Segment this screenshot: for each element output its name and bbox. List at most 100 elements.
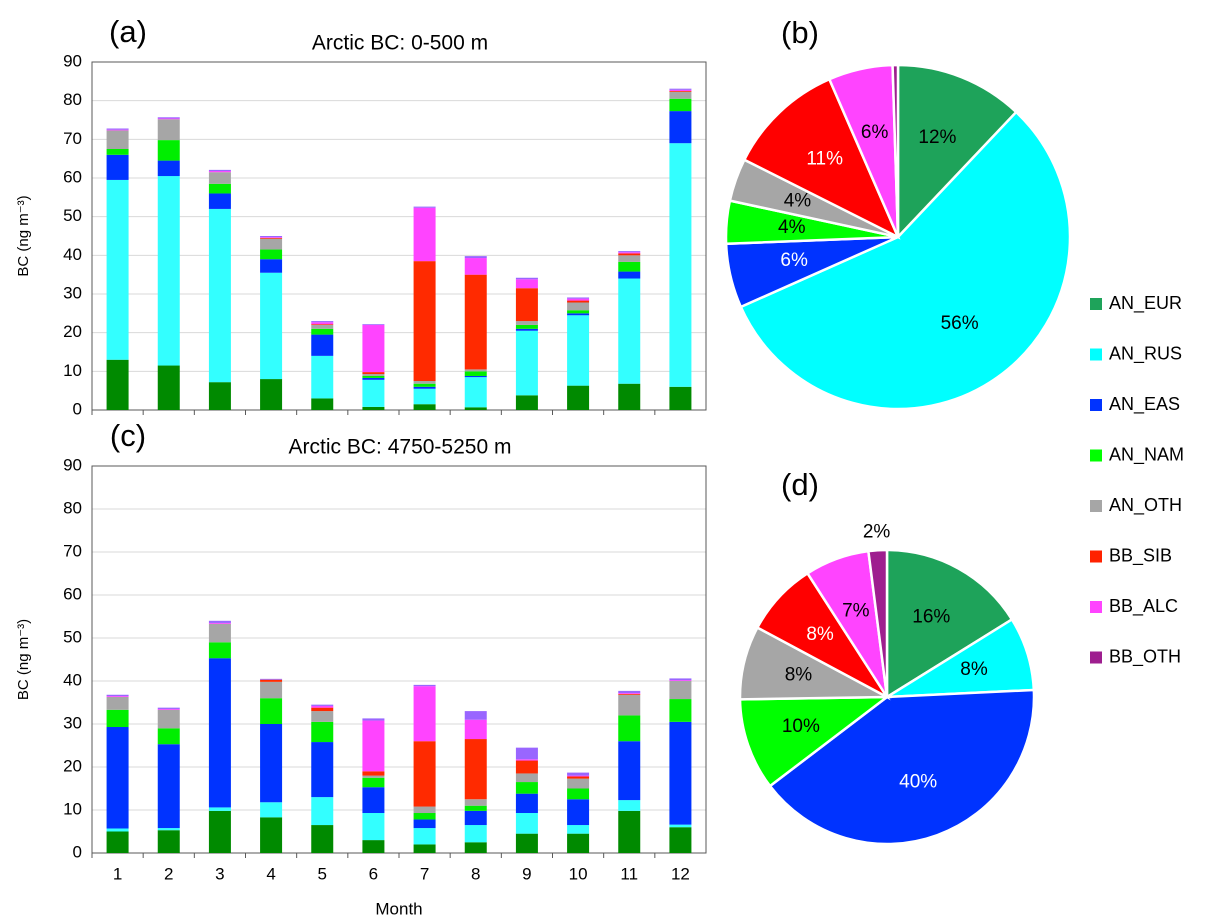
bar-segment: [464, 805, 487, 811]
bar-segment: [567, 310, 590, 314]
pie-value-label: 8%: [785, 665, 813, 686]
bar-segment: [157, 828, 180, 831]
bar-segment: [567, 297, 590, 299]
bar-segment: [515, 813, 538, 834]
legend-swatch: [1090, 550, 1102, 563]
bar-segment: [362, 771, 385, 776]
bar-segment: [208, 193, 231, 209]
pie-slice: [742, 77, 901, 240]
bar-segment: [515, 288, 538, 322]
bar-segment: [106, 179, 129, 360]
bar-segment: [260, 678, 283, 680]
bar-segment: [106, 696, 129, 710]
bar-segment: [157, 140, 180, 161]
bar-segment: [208, 382, 231, 410]
bar-segment: [311, 321, 334, 323]
bar-segment: [567, 788, 590, 800]
bar-segment: [515, 279, 538, 289]
bar-segment: [413, 684, 436, 687]
plot-frame: [91, 465, 707, 854]
bar-segment: [464, 810, 487, 826]
bar-segment: [311, 328, 334, 335]
chart-title: Arctic BC: 4750-5250 m: [289, 436, 512, 459]
bar-segment: [260, 817, 283, 853]
bar-segment: [515, 747, 538, 760]
bar-segment: [618, 252, 641, 254]
bar-segment: [515, 395, 538, 410]
y-tick-label: 20: [63, 322, 82, 341]
bar-segment: [618, 693, 641, 695]
bar-segment: [106, 694, 129, 697]
bar-segment: [515, 277, 538, 280]
bar-segment: [311, 324, 334, 325]
bar-segment: [157, 728, 180, 745]
bar-segment: [208, 208, 231, 383]
y-tick-label: 90: [63, 455, 82, 474]
bar-segment: [618, 693, 641, 694]
y-tick-label: 80: [63, 498, 82, 517]
legend-swatch: [1090, 399, 1102, 411]
bar-segment: [260, 679, 283, 682]
bar-segment: [208, 622, 231, 624]
pie-value-label: 2%: [863, 522, 891, 543]
bar-segment: [413, 206, 436, 208]
legend-label: AN_RUS: [1109, 343, 1182, 364]
bar-segment: [413, 207, 436, 262]
bar-segment: [157, 708, 180, 710]
panel-label: (a): [109, 14, 147, 49]
bar-segment: [567, 315, 590, 386]
bar-segment: [669, 98, 692, 112]
panel-label: (c): [110, 418, 146, 453]
bar-segment: [669, 681, 692, 700]
pie-value-label: 4%: [784, 191, 812, 212]
pie-slice: [866, 548, 889, 698]
y-tick-label: 10: [63, 799, 82, 818]
y-axis-label: BC (ng m⁻³): [15, 195, 32, 276]
bar-segment: [618, 741, 641, 801]
legend-swatch: [1090, 601, 1102, 613]
bar-segment: [567, 833, 590, 853]
bar-segment: [362, 787, 385, 814]
bar-segment: [413, 741, 436, 807]
bar-segment: [618, 810, 641, 853]
bar-segment: [157, 117, 180, 119]
bar-segment: [208, 658, 231, 808]
x-tick-label: 5: [318, 864, 327, 883]
y-tick-label: 30: [63, 283, 82, 302]
bar-segment: [567, 775, 590, 777]
bar-segment: [157, 365, 180, 410]
bar-segment: [362, 324, 385, 325]
pie-slice: [891, 63, 900, 238]
bar-segment: [260, 724, 283, 803]
legend-label: BB_OTH: [1109, 646, 1181, 667]
pie-slice: [739, 110, 1072, 411]
bar-segment: [618, 690, 641, 694]
bar-segment: [515, 328, 538, 331]
bar-segment: [311, 797, 334, 826]
pie-value-label: 12%: [918, 127, 956, 148]
bar-segment: [618, 800, 641, 811]
legend-label: BB_ALC: [1109, 596, 1178, 617]
bar-segment: [311, 742, 334, 798]
bar-segment: [567, 799, 590, 826]
x-tick-label: 4: [266, 864, 275, 883]
bar-segment: [157, 119, 180, 141]
y-tick-label: 60: [63, 167, 82, 186]
pie-slice: [896, 63, 1018, 241]
bar-segment: [362, 775, 385, 778]
bar-segment: [106, 149, 129, 155]
legend-label: AN_OTH: [1109, 495, 1182, 516]
bar-segment: [413, 383, 436, 387]
bar-segment: [208, 642, 231, 659]
y-tick-label: 0: [73, 399, 82, 418]
bar-segment: [669, 678, 692, 681]
pie-slice: [738, 695, 891, 788]
bar-segment: [464, 369, 487, 372]
pie-value-label: 7%: [842, 600, 870, 621]
bar-segment: [106, 154, 129, 180]
bar-segment: [362, 324, 385, 373]
bar-segment: [618, 251, 641, 253]
legend-swatch: [1090, 348, 1102, 361]
bar-segment: [669, 111, 692, 144]
bar-segment: [362, 840, 385, 853]
